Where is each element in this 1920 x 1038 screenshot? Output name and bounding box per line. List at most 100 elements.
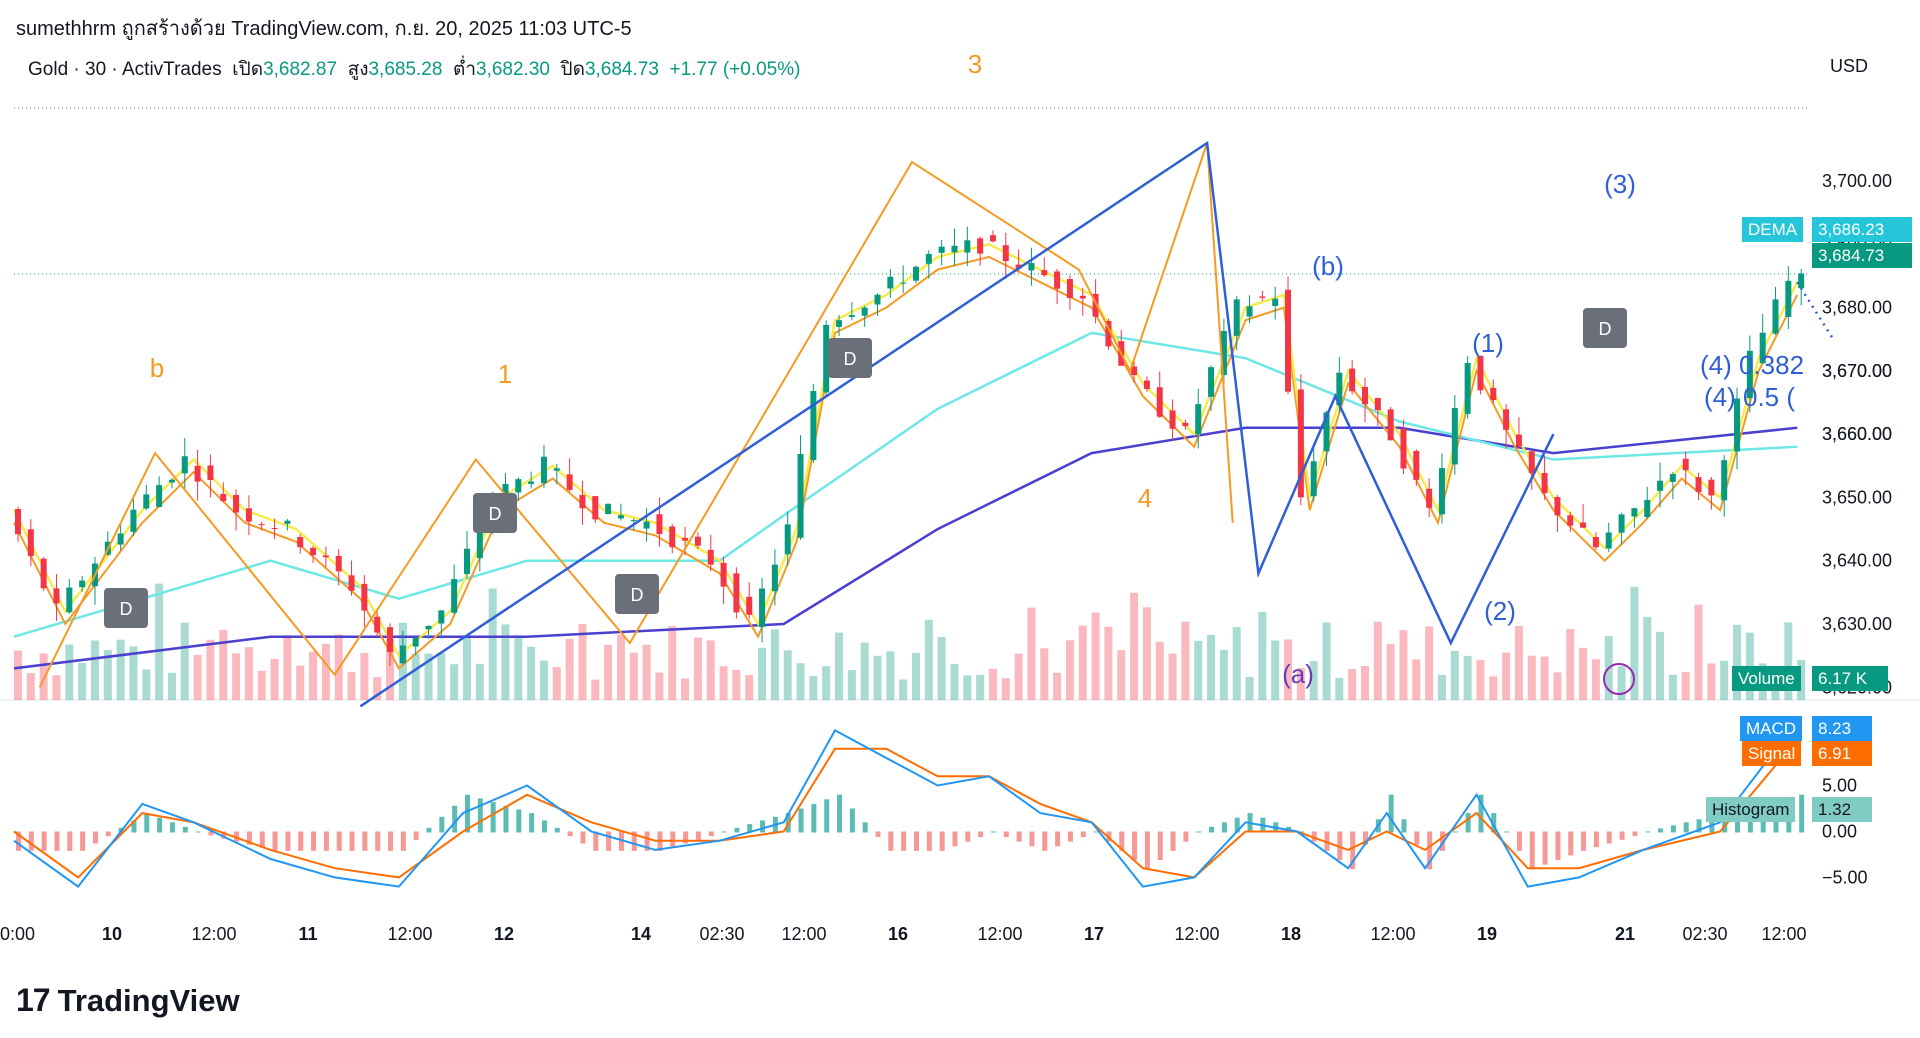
histogram-bar: [593, 831, 599, 851]
volume-bar: [90, 640, 99, 700]
candle-body: [977, 238, 984, 254]
volume-bar: [578, 623, 587, 700]
volume-bar: [1681, 671, 1690, 700]
volume-bar: [950, 663, 959, 700]
histogram-bar: [208, 831, 214, 836]
symbol-label[interactable]: Gold · 30 · ActivTrades: [28, 59, 222, 80]
candle-body: [669, 526, 676, 548]
volume-bar: [1707, 663, 1716, 700]
candle-body: [925, 253, 932, 264]
time-tick-label: 12:00: [781, 924, 826, 944]
histogram-bar: [221, 831, 227, 839]
histogram-bar: [1003, 831, 1009, 838]
candle-body: [1156, 387, 1163, 417]
histogram-bar: [1055, 831, 1061, 847]
price-tick-label: 3,630.00: [1822, 614, 1892, 634]
time-tick-label: 02:30: [1682, 924, 1727, 944]
candle-body: [1002, 245, 1009, 262]
histogram-bar: [1080, 831, 1086, 838]
histogram-bar: [516, 809, 522, 833]
volume-bar: [1335, 677, 1344, 700]
candle-body: [540, 456, 547, 484]
candle-body: [1374, 398, 1381, 411]
currency-label[interactable]: USD: [1830, 56, 1869, 76]
volume-bar: [142, 669, 151, 700]
candle-body: [271, 528, 278, 530]
candle-body: [1605, 532, 1612, 549]
wave-label: 3: [968, 49, 982, 79]
candle-body: [1464, 363, 1471, 414]
signal-line: [13, 738, 1798, 879]
volume-bar: [257, 670, 266, 700]
volume-bar: [1181, 621, 1190, 700]
candle-body: [1528, 451, 1535, 474]
candle-body: [1169, 410, 1176, 429]
close-label: ปิด: [560, 59, 585, 80]
volume-bar: [411, 653, 420, 700]
histogram-bar: [272, 831, 278, 851]
histogram-bar: [952, 831, 958, 847]
candle-body: [1669, 474, 1676, 482]
histogram-bar: [336, 831, 342, 851]
volume-bar: [1489, 676, 1498, 700]
candle-body: [1195, 404, 1202, 434]
volume-bar: [1797, 659, 1806, 700]
candle-body: [1631, 508, 1638, 517]
candle-body: [900, 282, 907, 284]
time-tick-label: 12:00: [1174, 924, 1219, 944]
candle-body: [1503, 409, 1510, 430]
volume-bar: [373, 677, 382, 700]
candle-body: [694, 536, 701, 546]
histogram-bar: [939, 831, 945, 851]
volume-bar: [565, 638, 574, 700]
volume-bar: [155, 583, 164, 700]
time-tick-label: 12:00: [977, 924, 1022, 944]
candle-body: [528, 481, 535, 484]
histogram-bar: [606, 831, 612, 851]
macd-tick-label: 5.00: [1822, 776, 1857, 796]
histogram-bar: [413, 831, 419, 840]
candle-body: [887, 276, 894, 289]
volume-bar: [1630, 586, 1639, 700]
volume-bar: [1784, 622, 1793, 700]
candle-body: [861, 307, 868, 316]
histogram-bar: [169, 822, 175, 833]
volume-bar: [219, 629, 228, 700]
histogram-bar: [1132, 831, 1138, 861]
volume-bar: [193, 654, 202, 700]
volume-bar: [1232, 627, 1241, 700]
histogram-bar: [721, 831, 727, 833]
histogram-bar: [1722, 813, 1728, 833]
volume-bar: [770, 629, 779, 700]
histogram-bar: [1209, 826, 1215, 833]
candle-body: [79, 580, 86, 588]
histogram-bar: [631, 831, 637, 851]
histogram-bar: [1183, 831, 1189, 842]
histogram-bar: [195, 831, 201, 833]
volume-bar: [1271, 640, 1280, 700]
volume-bar: [1553, 672, 1562, 700]
close-value: 3,684.73: [584, 59, 659, 80]
candle-body: [1336, 372, 1343, 405]
volume-bars: [14, 583, 1806, 700]
volume-bar: [309, 651, 318, 700]
volume-bar: [552, 667, 561, 700]
candle-body: [1092, 293, 1099, 317]
histogram-bar: [1016, 831, 1022, 842]
volume-bar: [129, 646, 138, 700]
low-value: 3,682.30: [476, 59, 550, 80]
histogram-bar: [1529, 831, 1535, 870]
volume-bar: [1065, 640, 1074, 700]
volume-bar: [244, 647, 253, 700]
volume-bar: [539, 660, 548, 700]
tradingview-brand[interactable]: 17 TradingView: [16, 982, 240, 1019]
candle-body: [1451, 408, 1458, 465]
histogram-bar: [1350, 831, 1356, 870]
volume-bar: [1168, 653, 1177, 700]
histogram-bar: [54, 831, 60, 851]
histogram-bar: [41, 831, 47, 851]
time-tick-label: 18: [1281, 924, 1301, 944]
histogram-bar: [1221, 822, 1227, 833]
histogram-bar: [914, 831, 919, 851]
